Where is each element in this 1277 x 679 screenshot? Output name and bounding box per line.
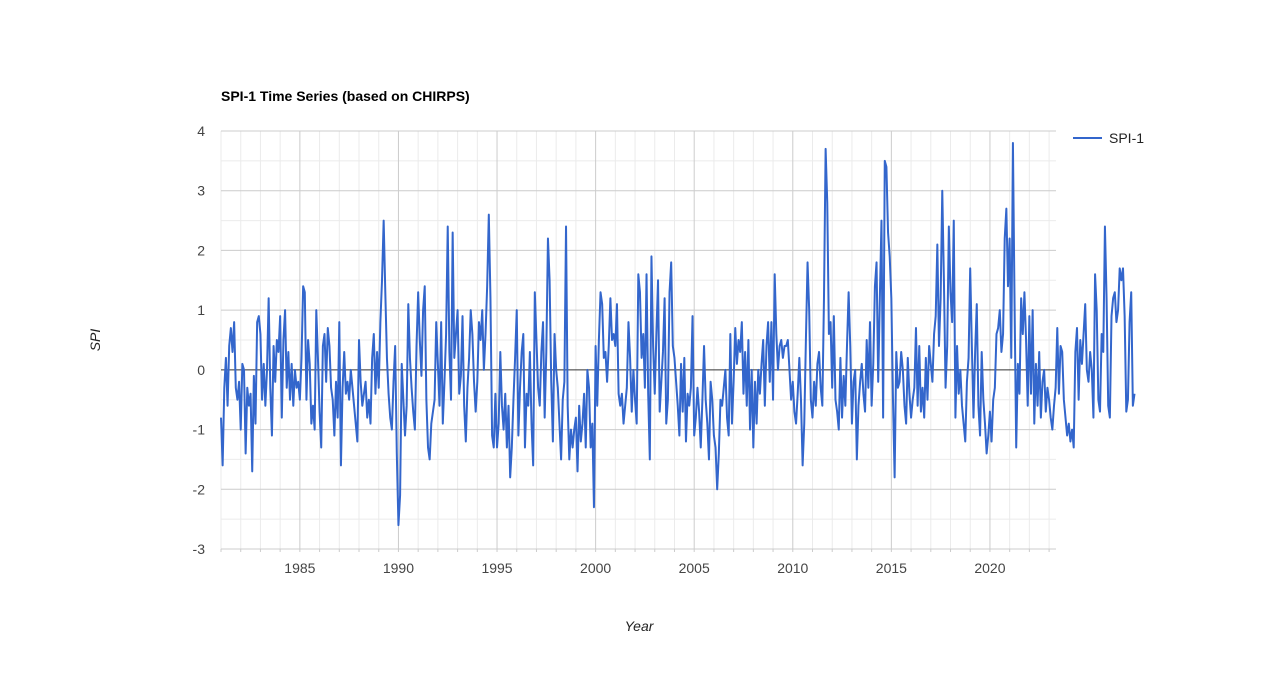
series-line-spi-1 <box>220 141 1136 527</box>
x-tick-label: 2005 <box>679 560 710 576</box>
y-tick-label: -3 <box>193 541 206 557</box>
legend-label: SPI-1 <box>1109 130 1144 146</box>
y-tick-label: 3 <box>197 183 205 199</box>
legend: SPI-1 <box>1073 130 1144 146</box>
y-tick-label: 4 <box>197 123 205 139</box>
x-tick-label: 1990 <box>383 560 414 576</box>
x-tick-label: 2000 <box>580 560 611 576</box>
x-tick-label: 2010 <box>777 560 808 576</box>
x-tick-label: 2020 <box>974 560 1005 576</box>
y-tick-label: 0 <box>197 362 205 378</box>
x-tick-label: 1985 <box>284 560 315 576</box>
x-tick-label: 2015 <box>876 560 907 576</box>
chart-title: SPI-1 Time Series (based on CHIRPS) <box>221 88 470 104</box>
y-tick-label: -1 <box>193 422 206 438</box>
y-tick-label: -2 <box>193 481 206 497</box>
y-tick-label: 2 <box>197 242 205 258</box>
y-tick-labels: -3 -2 -1 0 1 2 3 4 <box>193 123 206 557</box>
x-axis-label: Year <box>625 618 655 634</box>
y-axis-label: SPI <box>87 329 103 352</box>
x-tick-labels: 1985 1990 1995 2000 2005 2010 2015 2020 <box>284 560 1005 576</box>
x-tick-label: 1995 <box>481 560 512 576</box>
y-tick-label: 1 <box>197 302 205 318</box>
